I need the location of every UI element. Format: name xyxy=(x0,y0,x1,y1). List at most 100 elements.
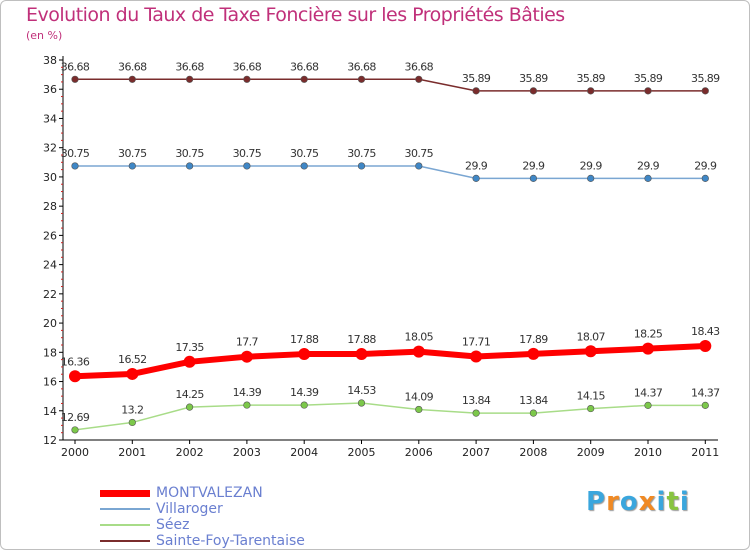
data-point xyxy=(71,75,79,83)
data-point xyxy=(701,87,709,95)
y-tick-label: 34 xyxy=(43,112,57,125)
data-label: 35.89 xyxy=(691,72,720,85)
data-point xyxy=(701,401,709,409)
data-point xyxy=(472,174,480,182)
data-label: 16.52 xyxy=(118,353,147,366)
data-point xyxy=(357,162,366,170)
data-point xyxy=(300,75,308,83)
data-label: 30.75 xyxy=(118,147,147,160)
data-label: 29.9 xyxy=(465,159,488,172)
data-point xyxy=(128,418,136,427)
legend-item: Villaroger xyxy=(100,501,360,517)
data-label: 18.05 xyxy=(405,331,434,344)
y-tick-label: 20 xyxy=(43,317,57,330)
series-line-montvalezan xyxy=(74,343,706,380)
y-tick-label: 30 xyxy=(43,171,57,184)
brand-logo: Proxiti xyxy=(586,487,690,517)
data-label: 14.39 xyxy=(233,386,262,399)
data-label: 36.68 xyxy=(347,60,376,73)
data-label: 29.9 xyxy=(694,159,717,172)
legend-label: Villaroger xyxy=(156,501,223,517)
data-label: 30.75 xyxy=(233,147,262,160)
y-tick-label: 16 xyxy=(43,376,57,389)
brand-letter: x xyxy=(638,487,657,517)
x-tick-label: 2004 xyxy=(290,446,318,459)
data-point xyxy=(186,403,194,411)
data-label: 18.07 xyxy=(576,330,605,343)
data-label: 35.89 xyxy=(519,72,548,85)
data-label: 30.75 xyxy=(405,147,434,160)
x-tick-label: 2006 xyxy=(405,446,433,459)
y-tick-label: 12 xyxy=(43,434,57,447)
data-point xyxy=(415,162,423,170)
legend-item: Séez xyxy=(100,517,360,533)
x-tick-label: 2003 xyxy=(233,446,261,459)
data-point xyxy=(472,87,480,95)
data-point xyxy=(527,347,540,360)
data-point xyxy=(71,426,79,434)
data-point xyxy=(357,399,366,407)
data-point xyxy=(243,162,251,170)
data-label: 14.39 xyxy=(290,386,319,399)
data-point xyxy=(644,401,652,409)
data-label: 14.53 xyxy=(347,384,376,397)
data-label: 29.9 xyxy=(580,159,603,172)
x-tick-label: 2007 xyxy=(462,446,490,459)
data-point xyxy=(529,409,538,417)
data-label: 30.75 xyxy=(290,147,319,160)
y-tick-label: 36 xyxy=(43,83,57,96)
data-label: 36.68 xyxy=(118,60,147,73)
data-point xyxy=(470,350,483,363)
data-point xyxy=(584,345,597,358)
data-point xyxy=(701,174,709,182)
data-label: 14.09 xyxy=(405,390,434,403)
data-point xyxy=(699,340,712,353)
data-label: 14.37 xyxy=(634,386,663,399)
x-tick-label: 2000 xyxy=(61,446,89,459)
y-tick-label: 26 xyxy=(43,229,57,242)
data-point xyxy=(186,162,194,170)
data-point xyxy=(415,75,423,83)
chart-subtitle: (en %) xyxy=(26,29,63,42)
data-label: 30.75 xyxy=(61,147,90,160)
data-point xyxy=(644,174,652,182)
legend-label: Séez xyxy=(156,517,190,533)
data-label: 16.36 xyxy=(61,355,90,368)
data-point xyxy=(298,348,311,361)
data-point xyxy=(472,409,480,417)
legend-swatch xyxy=(100,490,150,497)
data-label: 17.88 xyxy=(290,333,319,346)
brand-letter: t xyxy=(666,487,680,517)
data-label: 14.37 xyxy=(691,386,720,399)
data-label: 13.84 xyxy=(462,394,491,407)
data-label: 36.68 xyxy=(405,60,434,73)
brand-letter: i xyxy=(656,487,667,517)
y-tick-label: 18 xyxy=(43,346,57,359)
data-point xyxy=(240,350,253,363)
legend-item: Sainte-Foy-Tarentaise xyxy=(100,533,360,549)
data-point xyxy=(243,75,251,83)
y-tick-label: 32 xyxy=(43,142,57,155)
x-tick-label: 2011 xyxy=(691,446,719,459)
data-label: 13.84 xyxy=(519,394,548,407)
legend-swatch xyxy=(100,508,150,510)
data-label: 14.15 xyxy=(576,390,605,403)
data-point xyxy=(415,405,423,414)
data-point xyxy=(642,342,654,355)
data-point xyxy=(644,87,652,95)
series-line-villaroger xyxy=(75,165,706,180)
brand-letter: P xyxy=(586,487,607,517)
data-point xyxy=(355,348,368,361)
series-line-sainte-foy-tarentaise xyxy=(75,78,706,92)
data-label: 17.89 xyxy=(519,333,548,346)
data-label: 35.89 xyxy=(462,72,491,85)
x-tick-label: 2010 xyxy=(634,446,662,459)
data-point xyxy=(71,162,79,170)
data-point xyxy=(587,87,595,95)
data-point xyxy=(587,174,595,182)
series-line-s-ez xyxy=(74,402,706,431)
data-label: 36.68 xyxy=(233,60,262,73)
brand-letter: o xyxy=(619,487,639,517)
